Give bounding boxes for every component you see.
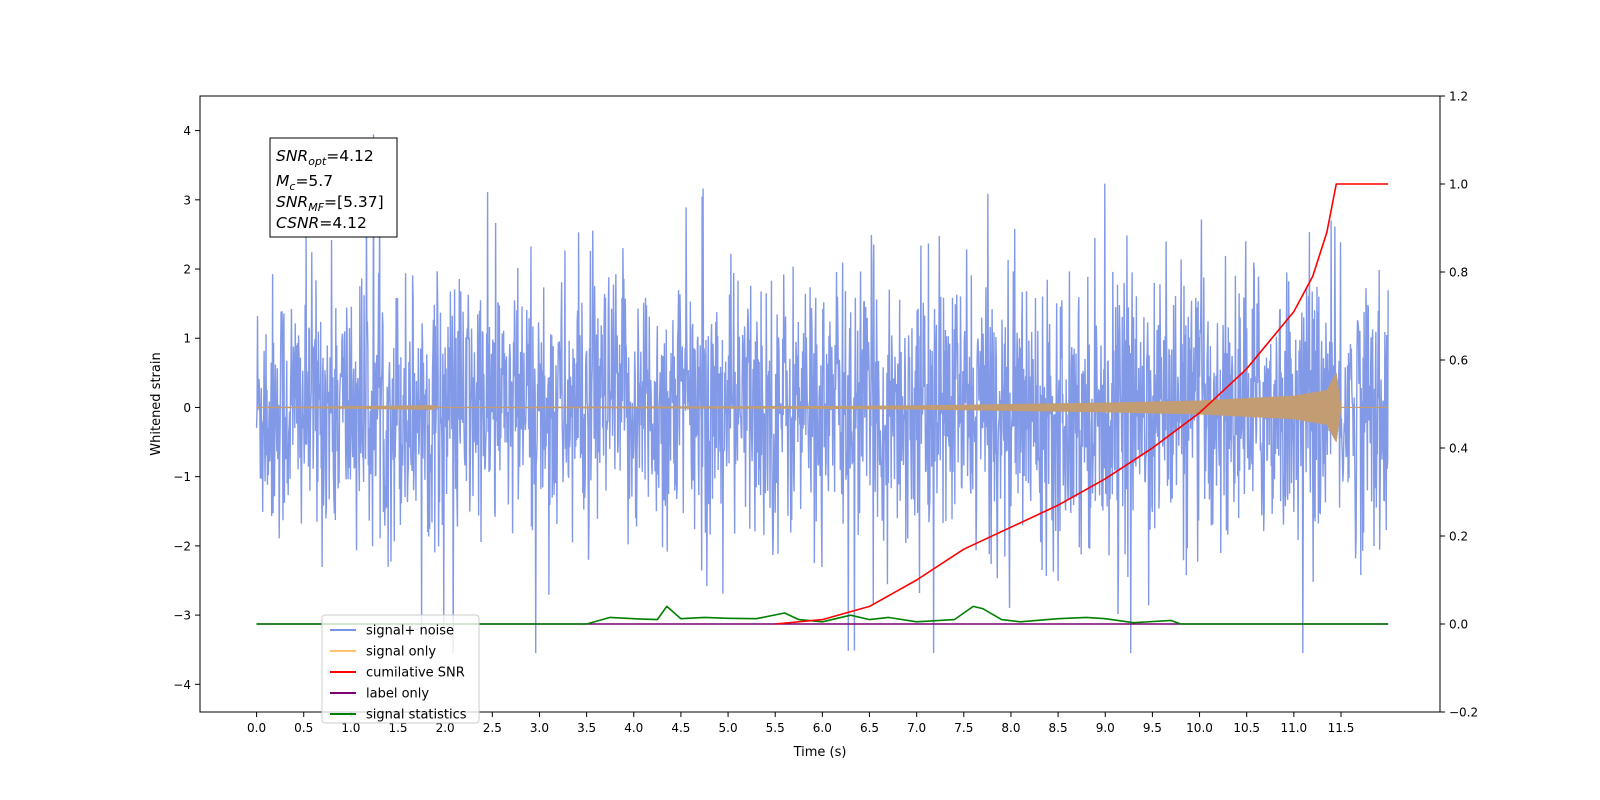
y-tick-label: 1 xyxy=(183,332,191,346)
y-axis-right: 1.2 1.0 0.8 0.6 0.4 0.2 0.0 −0.2 xyxy=(1440,90,1478,720)
x-tick-label: 10.5 xyxy=(1233,721,1260,735)
y-tick-label: 4 xyxy=(183,124,191,138)
annotation-mc-value: =5.7 xyxy=(295,172,333,190)
x-tick-label: 4.0 xyxy=(624,721,643,735)
x-axis-label: Time (s) xyxy=(793,745,847,760)
annotation-mc-sub: c xyxy=(289,180,295,193)
annotation-snr-opt-name: SNR xyxy=(276,147,308,165)
y2-tick-label: 1.2 xyxy=(1449,90,1468,104)
annotation-snr-opt-value: =4.12 xyxy=(326,147,374,165)
annotation-csnr-value: =4.12 xyxy=(319,214,367,232)
legend-label: signal+ noise xyxy=(366,624,454,639)
x-tick-label: 7.0 xyxy=(907,721,926,735)
svg-text:SNRopt=4.12: SNRopt=4.12 xyxy=(276,147,374,168)
y2-tick-label: 0.6 xyxy=(1449,354,1468,368)
annotation-snr-opt-sub: opt xyxy=(308,155,327,168)
svg-text:CSNR=4.12: CSNR=4.12 xyxy=(276,214,367,232)
annotation-csnr-name: CSNR xyxy=(276,214,319,232)
y-axis-label: Whitened strain xyxy=(149,352,164,455)
legend: signal+ noise signal only cumilative SNR la… xyxy=(321,614,480,724)
x-tick-label: 8.0 xyxy=(1001,721,1020,735)
series-cumulative-snr-line xyxy=(775,183,1389,625)
y2-tick-label: 1.0 xyxy=(1449,178,1468,192)
x-tick-label: 10.0 xyxy=(1186,721,1213,735)
y2-tick-label: 0.8 xyxy=(1449,266,1468,280)
y-tick-label: 2 xyxy=(183,263,191,277)
x-tick-label: 6.0 xyxy=(813,721,832,735)
y2-tick-label: 0.2 xyxy=(1449,530,1468,544)
y-tick-label: −3 xyxy=(173,609,191,623)
x-tick-label: 0.5 xyxy=(294,721,313,735)
y2-tick-label: 0.4 xyxy=(1449,442,1468,456)
series-signal-statistics-line xyxy=(256,605,1389,625)
y2-tick-label: −0.2 xyxy=(1449,706,1478,720)
x-tick-label: 1.0 xyxy=(341,721,360,735)
x-tick-label: 2.5 xyxy=(483,721,502,735)
series-signal-only-line xyxy=(256,373,1389,442)
axes-frame xyxy=(199,95,1441,713)
annotation-snr-mf-value: =[5.37] xyxy=(324,193,384,211)
x-tick-label: 9.0 xyxy=(1096,721,1115,735)
y2-tick-label: 0.0 xyxy=(1449,618,1468,632)
legend-label: signal only xyxy=(366,645,436,660)
x-tick-label: 7.5 xyxy=(954,721,973,735)
svg-text:Mc=5.7: Mc=5.7 xyxy=(276,172,333,193)
x-tick-label: 4.5 xyxy=(671,721,690,735)
x-tick-label: 3.5 xyxy=(577,721,596,735)
x-tick-label: 6.5 xyxy=(860,721,879,735)
y-axis-left: 4 3 2 1 0 −1 −2 −3 −4 xyxy=(173,124,200,692)
svg-text:SNRMF=[5.37]: SNRMF=[5.37] xyxy=(276,193,384,214)
y-tick-label: −4 xyxy=(173,678,191,692)
x-tick-label: 11.0 xyxy=(1280,721,1307,735)
x-tick-label: 8.5 xyxy=(1049,721,1068,735)
x-tick-label: 5.5 xyxy=(766,721,785,735)
x-axis: 0.0 0.5 1.0 1.5 2.0 2.5 3.0 3.5 4.0 4.5 5.0 5.5 6.0 6… xyxy=(247,712,1354,735)
annotation-snr-mf-name: SNR xyxy=(276,193,308,211)
y-tick-label: 0 xyxy=(183,401,191,415)
x-tick-label: 9.5 xyxy=(1143,721,1162,735)
y-tick-label: 3 xyxy=(183,193,191,207)
y-tick-label: −1 xyxy=(173,470,191,484)
x-tick-label: 0.0 xyxy=(247,721,266,735)
x-tick-label: 2.0 xyxy=(436,721,455,735)
series-signal-noise-line xyxy=(255,134,1389,654)
legend-label: cumilative SNR xyxy=(366,666,465,681)
legend-frame xyxy=(321,614,480,724)
x-tick-label: 3.0 xyxy=(530,721,549,735)
y-tick-label: −2 xyxy=(173,539,191,553)
x-tick-label: 11.5 xyxy=(1328,721,1355,735)
annotation-mc-name: M xyxy=(276,172,289,190)
legend-label: signal statistics xyxy=(366,708,467,723)
x-tick-label: 1.5 xyxy=(388,721,407,735)
legend-label: label only xyxy=(366,687,429,702)
x-tick-label: 5.0 xyxy=(719,721,738,735)
annotation-snr-mf-sub: MF xyxy=(308,201,324,214)
annotation-box: SNRopt=4.12 Mc=5.7 SNRMF=[5.37] CSNR=4.1… xyxy=(269,137,398,238)
